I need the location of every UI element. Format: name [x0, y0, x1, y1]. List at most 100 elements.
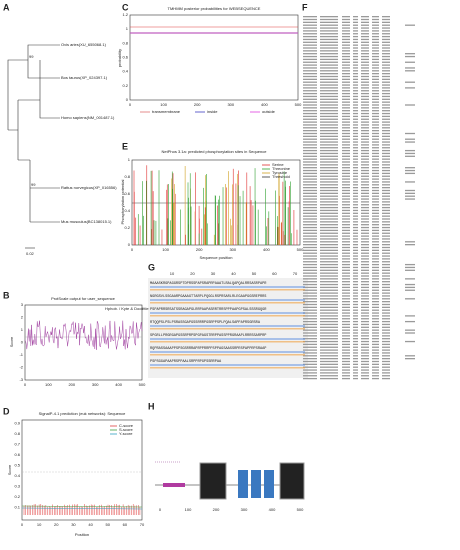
table-cell	[303, 272, 317, 274]
table-cell	[320, 298, 338, 300]
table-cell	[303, 152, 317, 155]
table-cell	[382, 315, 390, 317]
table-cell	[353, 303, 358, 306]
table-cell	[361, 232, 369, 234]
table-cell	[320, 101, 338, 103]
table-cell	[320, 81, 338, 83]
table-cell	[353, 224, 358, 226]
table-cell	[342, 184, 350, 186]
table-cell	[405, 70, 415, 72]
table-cell	[372, 175, 379, 177]
table-cell	[372, 235, 379, 237]
table-cell	[353, 61, 358, 63]
table-cell	[353, 238, 358, 240]
legend-label: Y-score	[119, 431, 133, 436]
table-cell	[353, 38, 358, 41]
table-cell	[361, 346, 369, 348]
table-cell	[372, 263, 379, 266]
table-cell	[382, 24, 390, 26]
table-cell	[361, 375, 369, 377]
table-cell	[353, 372, 358, 374]
table-cell	[303, 301, 317, 303]
table-cell	[320, 147, 338, 149]
ruler-label: 40	[231, 271, 236, 276]
table-cell	[372, 249, 379, 251]
x-tick-label: 30	[71, 522, 76, 527]
table-cell	[320, 215, 338, 217]
table-cell	[342, 16, 350, 18]
table-cell	[342, 278, 350, 280]
table-cell	[303, 335, 317, 337]
table-cell	[372, 226, 379, 229]
table-cell	[320, 47, 338, 49]
table-cell	[372, 27, 379, 29]
table-cell	[342, 187, 350, 189]
table-cell	[361, 78, 369, 80]
table-cell	[342, 158, 350, 160]
table-cell	[320, 372, 338, 374]
table-cell	[372, 161, 379, 163]
table-cell	[303, 58, 317, 61]
table-cell	[372, 355, 379, 357]
table-cell	[353, 204, 358, 206]
table-cell	[353, 340, 358, 343]
table-cell	[320, 50, 338, 52]
table-cell	[361, 275, 369, 277]
table-cell	[353, 58, 358, 61]
table-cell	[342, 47, 350, 49]
table-cell	[372, 266, 379, 269]
table-cell	[353, 84, 358, 86]
table-cell	[361, 135, 369, 137]
table-cell	[353, 375, 358, 377]
table-cell	[303, 189, 317, 192]
table-cell	[353, 141, 358, 143]
table-cell	[342, 110, 350, 112]
table-cell	[320, 64, 338, 66]
table-cell	[405, 244, 415, 246]
table-cell	[372, 87, 379, 89]
table-cell	[353, 252, 358, 254]
table-cell	[361, 358, 369, 360]
table-cell	[342, 269, 350, 271]
table-cell	[342, 244, 350, 246]
table-cell	[361, 286, 369, 289]
table-cell	[353, 158, 358, 160]
axis-label: 100	[185, 507, 192, 512]
table-cell	[372, 303, 379, 306]
table-cell	[320, 61, 338, 63]
y-tick-label: 2	[21, 315, 24, 320]
table-cell	[303, 18, 317, 21]
table-cell	[353, 41, 358, 43]
table-cell	[372, 192, 379, 194]
panel-letter: E	[122, 141, 128, 151]
table-cell	[361, 366, 369, 368]
table-cell	[303, 320, 317, 323]
table-cell	[382, 92, 390, 95]
table-cell	[372, 92, 379, 95]
table-cell	[320, 286, 338, 289]
table-cell	[342, 306, 350, 308]
table-cell	[353, 169, 358, 172]
table-cell	[342, 30, 350, 32]
table-cell	[303, 212, 317, 214]
table-cell	[342, 355, 350, 357]
table-cell	[303, 261, 317, 263]
structure-row	[150, 325, 305, 327]
table-cell	[372, 149, 379, 152]
table-cell	[320, 261, 338, 263]
table-cell	[342, 303, 350, 306]
x-tick-label: 500	[295, 102, 302, 107]
table-cell	[320, 266, 338, 269]
table-cell	[303, 224, 317, 226]
table-cell	[361, 340, 369, 343]
table-cell	[320, 318, 338, 320]
table-cell	[353, 295, 358, 297]
table-cell	[342, 144, 350, 146]
table-cell	[320, 104, 338, 106]
legend-label: Threshold	[272, 174, 290, 179]
table-cell	[372, 209, 379, 212]
table-cell	[372, 198, 379, 200]
table-cell	[382, 101, 390, 103]
table-cell	[372, 187, 379, 189]
table-cell	[320, 309, 338, 311]
